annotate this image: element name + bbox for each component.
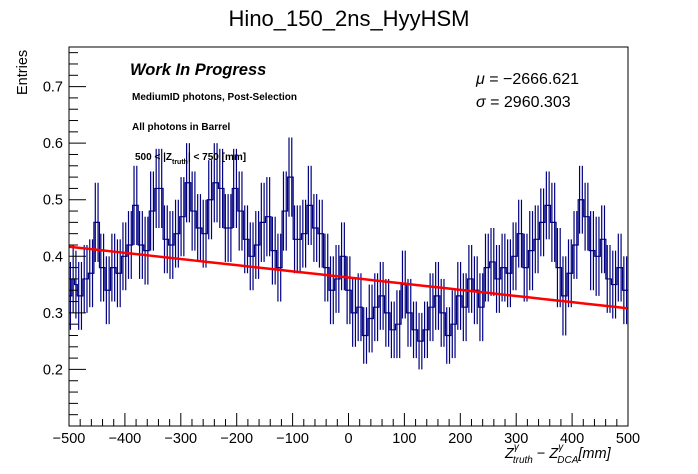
- x-label-minus: −: [533, 446, 550, 462]
- z-range-label: 500 < |Ztruth| < 750 [mm]: [135, 152, 246, 166]
- y-axis-label: Entries: [15, 50, 31, 95]
- z-range-pre: 500 < |Z: [135, 152, 172, 163]
- z-range-sub: truth: [172, 159, 188, 166]
- y-tick-label: 0.3: [43, 306, 63, 322]
- mean-stat: μ = −2666.621: [475, 71, 579, 88]
- z-range-post: | < 750 [mm]: [188, 152, 246, 163]
- sigma-symbol: σ: [476, 94, 487, 111]
- x-tick-label: 400: [560, 431, 584, 447]
- x-tick-label: 200: [448, 431, 472, 447]
- chart-title: Hino_150_2ns_HyyHSM: [229, 6, 470, 31]
- x-label-sub2: DCA: [557, 455, 578, 466]
- x-axis-label: Zγ truth − Zγ DCA[mm]: [504, 442, 612, 466]
- x-label-sup1: γ: [514, 442, 520, 453]
- selection-label: MediumID photons, Post-Selection: [132, 92, 297, 103]
- x-label-unit: [mm]: [577, 446, 611, 462]
- x-tick-label: −300: [164, 431, 197, 447]
- x-label-z2: Z: [548, 446, 559, 462]
- x-label-sup2: γ: [558, 442, 564, 453]
- x-tick-label: −400: [109, 431, 142, 447]
- x-tick-label: −100: [276, 431, 309, 447]
- x-axis-ticks: −500 −400 −300 −200 −100 0 100 200 300 400 500: [53, 413, 640, 447]
- region-label: All photons in Barrel: [132, 122, 231, 133]
- x-tick-label: −200: [220, 431, 253, 447]
- sigma-value: = 2960.303: [486, 94, 571, 111]
- y-tick-label: 0.2: [43, 362, 63, 378]
- x-tick-label: 500: [616, 431, 640, 447]
- y-tick-label: 0.6: [43, 136, 63, 152]
- fit-layer: [69, 245, 628, 310]
- y-tick-label: 0.7: [43, 80, 63, 96]
- fit-line: [69, 245, 628, 310]
- mu-symbol: μ: [475, 71, 485, 88]
- y-tick-label: 0.5: [43, 193, 63, 209]
- work-in-progress-label: Work In Progress: [130, 61, 266, 79]
- sigma-stat: σ = 2960.303: [476, 94, 571, 111]
- x-tick-label: 300: [504, 431, 528, 447]
- x-tick-label: 100: [392, 431, 416, 447]
- mu-value: = −2666.621: [485, 71, 579, 88]
- x-label-sub1: truth: [513, 455, 533, 466]
- plot-area: [69, 137, 628, 370]
- x-tick-label: −500: [53, 431, 86, 447]
- y-tick-label: 0.4: [43, 249, 63, 265]
- y-axis-ticks: 0.2 0.3 0.4 0.5 0.6 0.7: [43, 52, 86, 427]
- x-tick-label: 0: [344, 431, 352, 447]
- x-label-z1: Z: [504, 446, 515, 462]
